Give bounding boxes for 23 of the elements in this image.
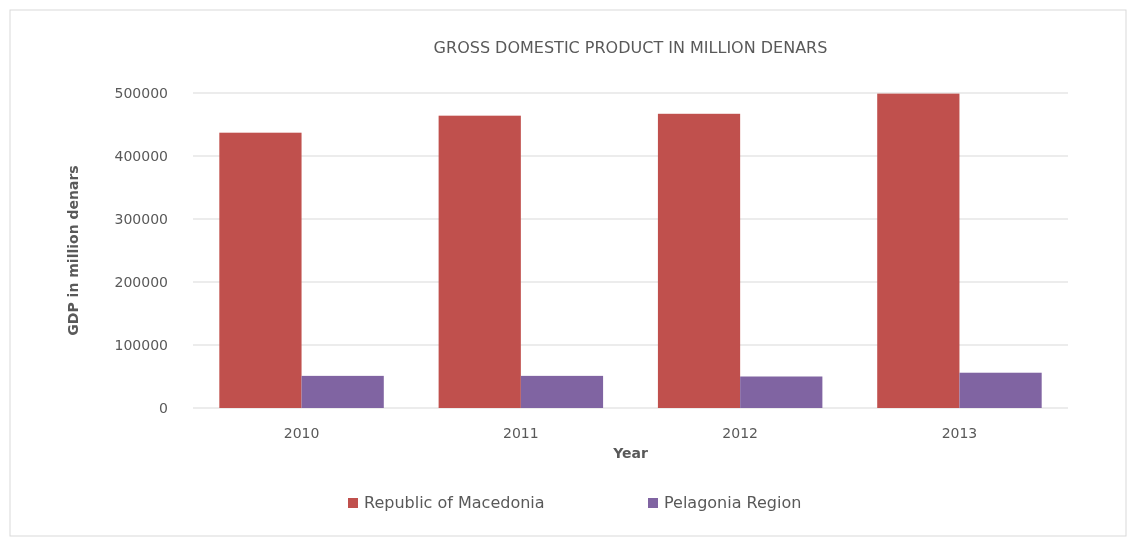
bar: [740, 376, 823, 408]
bar: [959, 372, 1042, 408]
bar: [219, 132, 302, 408]
y-tick-label: 400000: [114, 147, 168, 164]
bar: [301, 375, 384, 408]
legend-label: Pelagonia Region: [664, 493, 802, 512]
y-tick-label: 100000: [114, 336, 168, 353]
x-tick-label: 2013: [941, 425, 978, 441]
legend-label: Republic of Macedonia: [364, 493, 545, 512]
y-tick-label: 0: [159, 399, 168, 416]
x-tick-label: 2010: [283, 425, 320, 441]
bar: [877, 93, 960, 408]
x-tick-label: 2012: [722, 425, 758, 441]
chart-title: GROSS DOMESTIC PRODUCT IN MILLION DENARS: [433, 38, 828, 57]
x-tick-label: 2011: [503, 425, 539, 441]
x-axis-title: Year: [612, 445, 648, 461]
y-axis-title: GDP in million denars: [65, 165, 81, 336]
bar: [657, 113, 741, 408]
bar: [438, 115, 521, 408]
y-tick-label: 200000: [114, 273, 168, 290]
bar: [520, 375, 604, 408]
y-tick-label: 500000: [114, 84, 168, 101]
y-tick-label: 300000: [114, 210, 168, 227]
